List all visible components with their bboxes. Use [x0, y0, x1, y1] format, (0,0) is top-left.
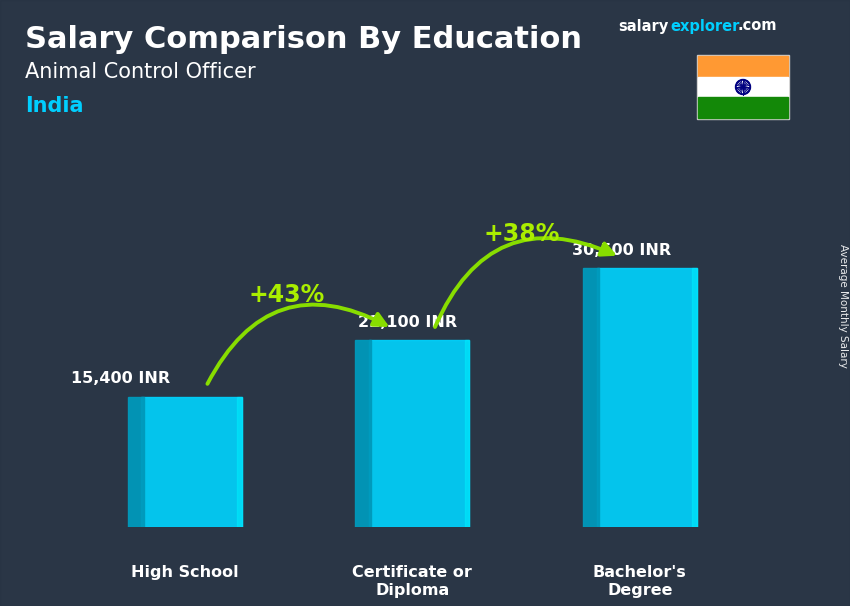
Bar — [692, 268, 697, 527]
Bar — [128, 396, 144, 527]
Text: Animal Control Officer: Animal Control Officer — [25, 62, 256, 82]
Text: 30,500 INR: 30,500 INR — [572, 243, 672, 258]
Bar — [355, 340, 371, 527]
Text: Salary Comparison By Education: Salary Comparison By Education — [25, 25, 582, 55]
Text: salary: salary — [618, 19, 668, 33]
Text: explorer: explorer — [670, 19, 740, 33]
Text: 15,400 INR: 15,400 INR — [71, 371, 171, 387]
Text: +43%: +43% — [249, 283, 326, 307]
Bar — [698, 77, 788, 98]
Bar — [369, 340, 469, 527]
Text: Average Monthly Salary: Average Monthly Salary — [838, 244, 848, 368]
Bar — [597, 268, 697, 527]
Text: High School: High School — [131, 565, 239, 581]
Bar — [697, 55, 789, 119]
Text: 22,100 INR: 22,100 INR — [358, 315, 457, 330]
Text: Bachelor's
Degree: Bachelor's Degree — [593, 565, 687, 598]
Text: .com: .com — [738, 19, 778, 33]
Bar — [237, 396, 241, 527]
Bar — [698, 98, 788, 118]
Bar — [465, 340, 469, 527]
Bar — [698, 56, 788, 77]
Circle shape — [738, 81, 749, 93]
Text: India: India — [25, 96, 83, 116]
Bar — [141, 396, 241, 527]
Circle shape — [735, 79, 751, 95]
Text: Certificate or
Diploma: Certificate or Diploma — [352, 565, 473, 598]
Text: +38%: +38% — [484, 222, 559, 245]
Bar — [583, 268, 599, 527]
